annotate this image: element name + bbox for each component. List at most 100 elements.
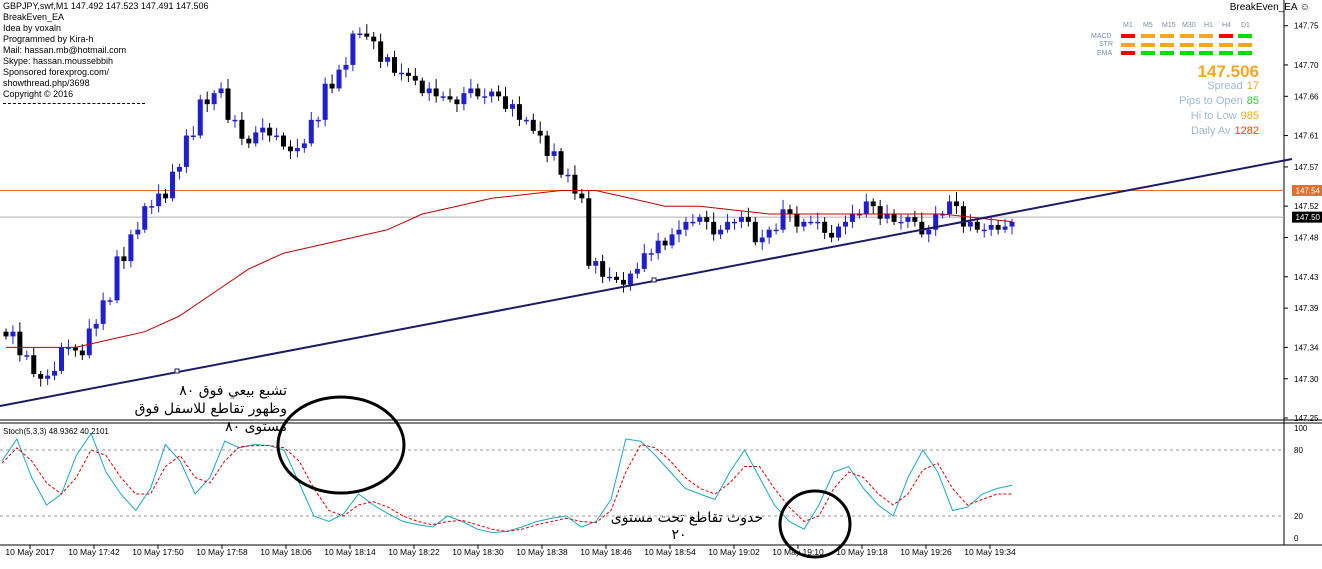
stochastic-y-tick-label: 80 <box>1294 446 1303 455</box>
symbol-line: GBPJPY,swf,M1 147.492 147.523 147.491 14… <box>3 1 209 11</box>
annotation-line: وظهور تقاطع للاسفل فوق <box>134 401 287 417</box>
price-tag-label: 147.50 <box>1296 213 1321 222</box>
ea-panel: M1 M5 M15 M30 H1 H4 D1 MACD STR EMA 147.… <box>1085 22 1265 142</box>
tf-label: D1 <box>1241 22 1250 29</box>
candle-body <box>225 88 231 120</box>
candle-body <box>690 221 696 224</box>
candle-body <box>933 214 939 230</box>
pips-to-open-value: 85 <box>1246 95 1259 107</box>
candle-body <box>398 72 404 75</box>
candle-body <box>808 221 814 224</box>
credit-line: Sponsored forexprog.com/ <box>3 67 110 77</box>
candle-body <box>392 57 398 73</box>
tf-label: M5 <box>1143 22 1153 29</box>
candle-body <box>301 143 307 149</box>
candle-body <box>725 221 731 230</box>
candle-body <box>190 135 196 138</box>
credit-line: Skype: hassan.moussebbih <box>3 56 114 66</box>
signal-cell <box>1218 34 1233 38</box>
x-tick-label: 10 May 19:02 <box>708 547 760 557</box>
hi-to-low-label: Hi to Low <box>1190 110 1237 122</box>
candle-body <box>572 174 578 194</box>
chart-info-block: GBPJPY,swf,M1 147.492 147.523 147.491 14… <box>3 1 209 104</box>
y-tick-label: 147.70 <box>1294 61 1319 70</box>
candle-body <box>274 135 280 138</box>
y-tick-label: 147.57 <box>1294 163 1319 172</box>
signal-cell <box>1121 42 1135 47</box>
candle-body <box>45 375 51 379</box>
hi-to-low-value: 985 <box>1240 110 1259 122</box>
candle-body <box>475 88 481 97</box>
candle-body <box>641 253 647 269</box>
candle-body <box>468 88 474 94</box>
candle-body <box>738 217 744 222</box>
signal-cell <box>1160 42 1174 47</box>
indicator-label: EMA <box>1097 50 1113 57</box>
x-tick-label: 10 May 18:22 <box>388 547 440 557</box>
signal-cell <box>1199 34 1213 38</box>
candle-body <box>336 69 342 89</box>
indicator-label: MACD <box>1091 33 1112 40</box>
candle-body <box>1009 221 1015 227</box>
indicator-label: STR <box>1099 41 1113 48</box>
candle-body <box>329 83 335 89</box>
candle-body <box>218 88 224 94</box>
candle-body <box>10 331 16 337</box>
credit-line: Programmed by Kira-h <box>3 34 94 44</box>
candle-body <box>822 221 828 233</box>
candle-body <box>815 221 821 224</box>
candle-body <box>294 148 300 152</box>
candle-body <box>752 221 758 243</box>
candle-body <box>794 214 800 227</box>
candle-body <box>697 217 703 222</box>
candle-body <box>718 229 724 235</box>
credit-line: Mail: hassan.mb@hotmail.com <box>3 45 127 55</box>
signal-cell <box>1140 51 1155 55</box>
candle-body <box>974 221 980 230</box>
candle-body <box>412 75 418 81</box>
candle-body <box>17 331 23 356</box>
candle-body <box>385 57 391 62</box>
signal-cell <box>1218 51 1233 55</box>
candle-body <box>905 217 911 222</box>
candle-body <box>593 261 599 266</box>
candle-body <box>405 72 411 76</box>
credit-line: Idea by voxaln <box>3 23 62 33</box>
candle-body <box>523 119 529 122</box>
credit-line: showthread.php/3698 <box>3 78 90 88</box>
candle-body <box>183 135 189 167</box>
candle-body <box>114 256 120 301</box>
candle-body <box>343 64 349 70</box>
candle-body <box>24 355 30 357</box>
candle-body <box>829 232 835 238</box>
candle-body <box>31 355 37 375</box>
candle-body <box>620 279 626 285</box>
moving-average-line <box>6 190 1013 348</box>
stochastic-y-tick-label: 100 <box>1294 424 1308 433</box>
y-tick-label: 147.61 <box>1294 132 1319 141</box>
candle-body <box>364 33 370 37</box>
candle-body <box>315 119 321 122</box>
candle-body <box>121 256 127 262</box>
annotation-cross-below-20: حدوث تقاطع تحت مستوى ٢٠ <box>595 510 763 544</box>
pips-to-open-label: Pips to Open <box>1179 95 1243 107</box>
candle-body <box>919 221 925 235</box>
candle-body <box>655 240 661 254</box>
signal-cell <box>1140 42 1155 47</box>
y-tick-label: 147.30 <box>1294 375 1319 384</box>
annotation-circle <box>778 489 852 559</box>
candle-body <box>877 206 883 219</box>
candle-body <box>371 36 377 42</box>
candle-body <box>586 198 592 266</box>
candle-body <box>947 201 953 214</box>
y-tick-label: 147.39 <box>1294 304 1319 313</box>
candle-body <box>981 229 987 232</box>
candle-body <box>378 41 384 62</box>
candle-body <box>898 221 904 224</box>
spread-value: 17 <box>1246 80 1259 92</box>
trendline <box>0 158 1293 407</box>
candle-body <box>731 221 737 224</box>
y-tick-label: 147.75 <box>1294 22 1319 31</box>
x-tick-label: 10 May 17:50 <box>132 547 184 557</box>
